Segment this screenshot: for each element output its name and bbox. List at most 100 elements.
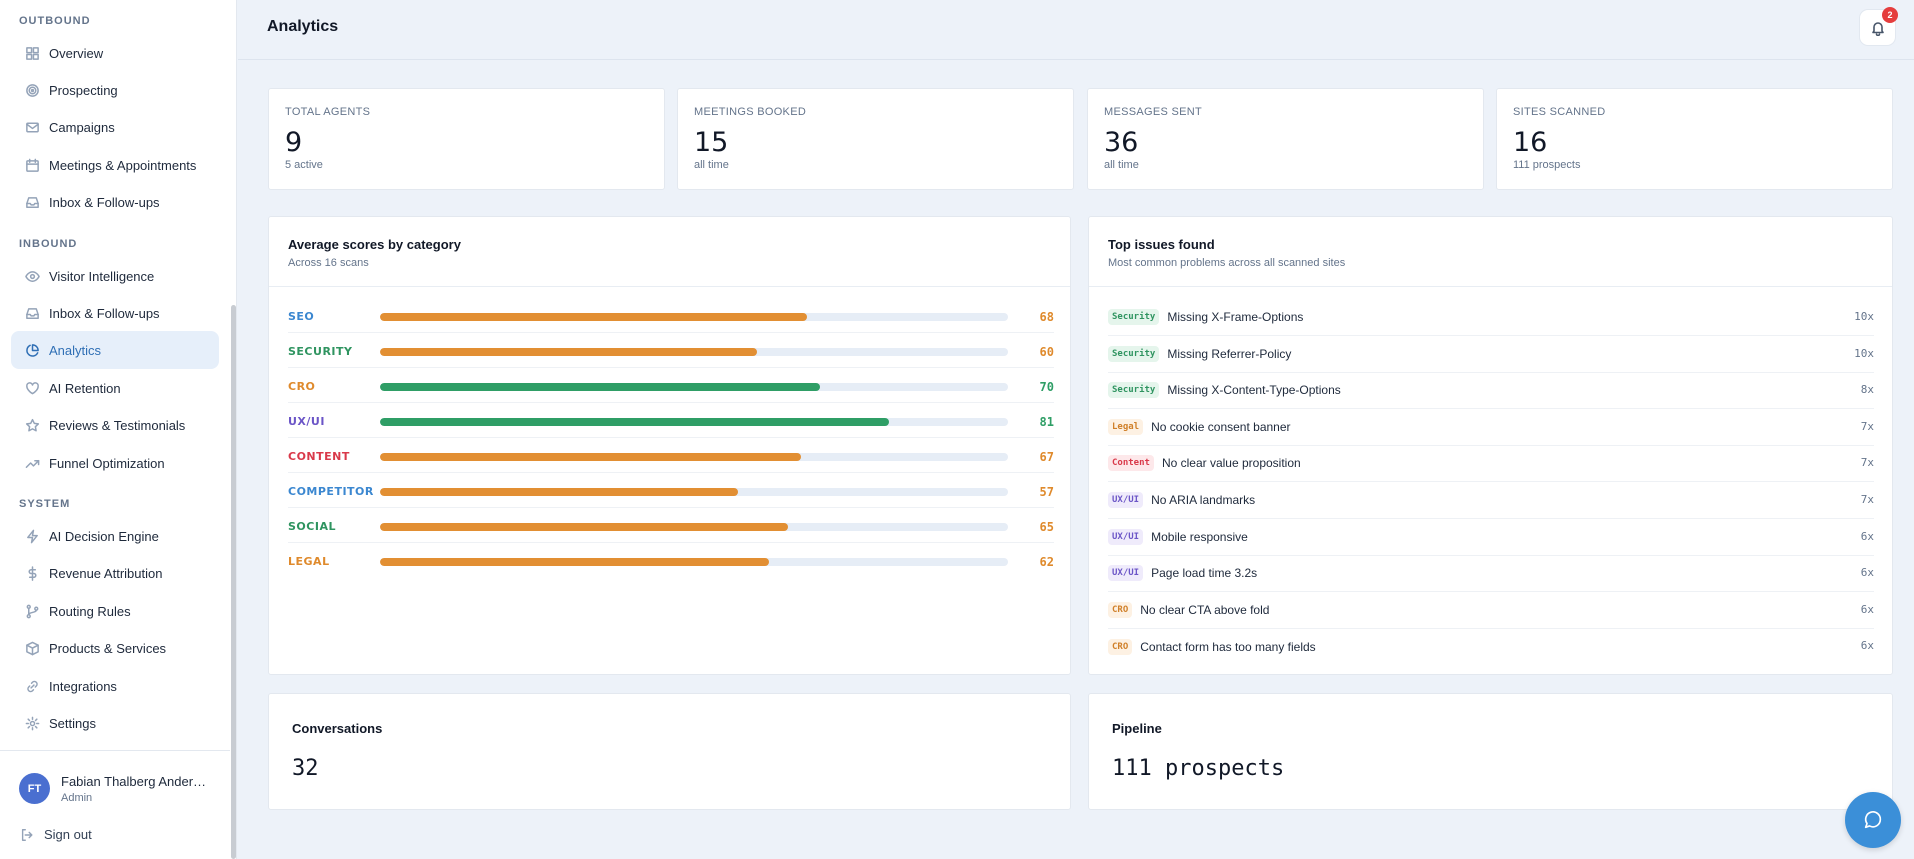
log-out-icon xyxy=(21,828,33,841)
stat-label: Total agents xyxy=(285,106,371,118)
issue-text: Missing X-Content-Type-Options xyxy=(1167,383,1341,398)
issue-category-tag: Content xyxy=(1108,455,1154,472)
score-bar-fill xyxy=(380,348,757,356)
stat-card-meetings-booked: Meetings booked 15 all time xyxy=(677,88,1074,190)
score-bar-fill xyxy=(380,558,770,566)
score-category-label: SECURITY xyxy=(288,345,353,358)
chat-bubble-icon xyxy=(1864,811,1882,829)
bell-icon xyxy=(1871,21,1884,36)
issue-row[interactable]: Legal No cookie consent banner 7x xyxy=(1108,409,1874,446)
panel-subtitle: Across 16 scans xyxy=(288,257,369,269)
sidebar-item-prospecting[interactable]: Prospecting xyxy=(11,71,219,109)
chat-launcher-button[interactable] xyxy=(1845,792,1901,848)
top-bar: Analytics 2 xyxy=(238,0,1914,60)
sidebar-item-settings[interactable]: Settings xyxy=(11,704,219,742)
issue-text: No cookie consent banner xyxy=(1151,419,1291,434)
mail-icon xyxy=(24,119,40,135)
issue-count: 7x xyxy=(1860,419,1874,433)
issue-row[interactable]: Content No clear value proposition 7x xyxy=(1108,445,1874,483)
sidebar-item-overview[interactable]: Overview xyxy=(11,34,219,72)
issue-text: No ARIA landmarks xyxy=(1151,493,1256,507)
score-category-label: SOCIAL xyxy=(288,520,336,533)
issue-row[interactable]: CRO Contact form has too many fields 6x xyxy=(1108,628,1874,665)
issue-row[interactable]: Security Missing X-Frame-Options 10x xyxy=(1108,299,1874,336)
issue-category-tag: UX/UI xyxy=(1108,528,1144,545)
issue-row[interactable]: Security Missing Referrer-Policy 10x xyxy=(1108,336,1874,373)
score-row: SECURITY 60 xyxy=(288,333,1054,368)
panel-subtitle: Most common problems across all scanned … xyxy=(1108,257,1346,269)
sign-out-label: Sign out xyxy=(44,827,92,842)
sidebar-item-inbox-outbound[interactable]: Inbox & Follow-ups xyxy=(11,183,219,221)
score-value: 62 xyxy=(1039,555,1054,569)
sidebar-item-meetings[interactable]: Meetings & Appointments xyxy=(11,146,219,184)
score-row: SEO 68 xyxy=(288,298,1054,333)
issue-category-tag: CRO xyxy=(1108,638,1133,655)
section-system-label: SYSTEM xyxy=(19,498,71,510)
gear-icon xyxy=(24,715,40,731)
git-branch-icon xyxy=(24,603,40,619)
score-bar-track xyxy=(380,313,1008,321)
sidebar-item-reviews[interactable]: Reviews & Testimonials xyxy=(11,406,219,444)
stat-card-messages-sent: Messages sent 36 all time xyxy=(1087,88,1484,190)
score-row: COMPETITOR 57 xyxy=(288,473,1054,508)
sidebar-item-campaigns[interactable]: Campaigns xyxy=(11,108,219,146)
stat-value: 9 xyxy=(285,127,303,158)
sidebar-item-analytics[interactable]: Analytics xyxy=(11,331,219,369)
sidebar-scrollbar[interactable] xyxy=(231,305,236,859)
sidebar-item-label: Reviews & Testimonials xyxy=(49,417,186,433)
sidebar-item-funnel[interactable]: Funnel Optimization xyxy=(11,444,219,482)
stat-label: Meetings booked xyxy=(694,106,807,118)
sidebar-item-ai-decision-engine[interactable]: AI Decision Engine xyxy=(11,517,219,555)
stat-value: 36 xyxy=(1104,127,1139,158)
sidebar-item-label: Revenue Attribution xyxy=(49,565,163,581)
issue-row[interactable]: CRO No clear CTA above fold 6x xyxy=(1108,592,1874,629)
box-icon xyxy=(24,640,40,656)
score-value: 60 xyxy=(1039,345,1054,359)
sidebar-item-routing-rules[interactable]: Routing Rules xyxy=(11,592,219,630)
score-bar-track xyxy=(380,383,1008,391)
sidebar-item-inbox-inbound[interactable]: Inbox & Follow-ups xyxy=(11,294,219,332)
issue-count: 10x xyxy=(1854,310,1874,323)
score-category-label: CONTENT xyxy=(288,450,350,463)
inbox-icon xyxy=(24,194,40,210)
stat-label: Messages sent xyxy=(1104,106,1203,118)
issue-category-tag: Security xyxy=(1108,345,1160,362)
issue-count: 10x xyxy=(1854,346,1874,360)
sidebar-item-revenue-attribution[interactable]: Revenue Attribution xyxy=(11,554,219,592)
issue-row[interactable]: Security Missing X-Content-Type-Options 8x xyxy=(1108,372,1874,410)
sidebar-item-integrations[interactable]: Integrations xyxy=(11,667,219,705)
panel-title: Top issues found xyxy=(1108,237,1215,252)
score-value: 70 xyxy=(1039,380,1054,394)
calendar-icon xyxy=(24,157,40,173)
score-value: 65 xyxy=(1039,520,1054,534)
score-bar-track xyxy=(380,558,1008,566)
sidebar-item-visitor-intelligence[interactable]: Visitor Intelligence xyxy=(11,257,219,295)
sign-out-button[interactable]: Sign out xyxy=(20,827,92,842)
sidebar-item-ai-retention[interactable]: AI Retention xyxy=(11,369,219,407)
issue-row[interactable]: UX/UI Mobile responsive 6x xyxy=(1108,519,1874,556)
sidebar-item-products[interactable]: Products & Services xyxy=(11,629,219,667)
issue-row[interactable]: UX/UI No ARIA landmarks 7x xyxy=(1108,482,1874,519)
sidebar-divider xyxy=(0,750,230,751)
score-category-label: LEGAL xyxy=(288,555,330,568)
sidebar-item-label: Integrations xyxy=(49,678,117,694)
stat-subtext: all time xyxy=(694,159,729,171)
score-row: SOCIAL 65 xyxy=(288,508,1054,543)
issue-text: Page load time 3.2s xyxy=(1151,566,1258,581)
section-inbound-label: INBOUND xyxy=(19,238,78,250)
user-profile[interactable]: FT Fabian Thalberg Ander… Admin xyxy=(19,773,211,804)
notifications-button[interactable]: 2 xyxy=(1859,7,1898,46)
score-category-label: COMPETITOR xyxy=(288,485,374,498)
trending-up-icon xyxy=(24,455,40,471)
sidebar-item-label: Meetings & Appointments xyxy=(49,157,197,173)
score-bar-fill xyxy=(380,523,789,531)
sidebar-item-label: Inbox & Follow-ups xyxy=(49,194,160,210)
sidebar-item-label: Routing Rules xyxy=(49,603,131,619)
sidebar-item-label: Analytics xyxy=(49,342,102,358)
issue-count: 8x xyxy=(1860,383,1874,397)
issue-count: 6x xyxy=(1860,529,1874,543)
issue-row[interactable]: UX/UI Page load time 3.2s 6x xyxy=(1108,555,1874,593)
notification-count-badge: 2 xyxy=(1882,7,1898,23)
issue-count: 7x xyxy=(1860,456,1874,470)
top-issues-panel: Top issues found Most common problems ac… xyxy=(1088,216,1893,675)
